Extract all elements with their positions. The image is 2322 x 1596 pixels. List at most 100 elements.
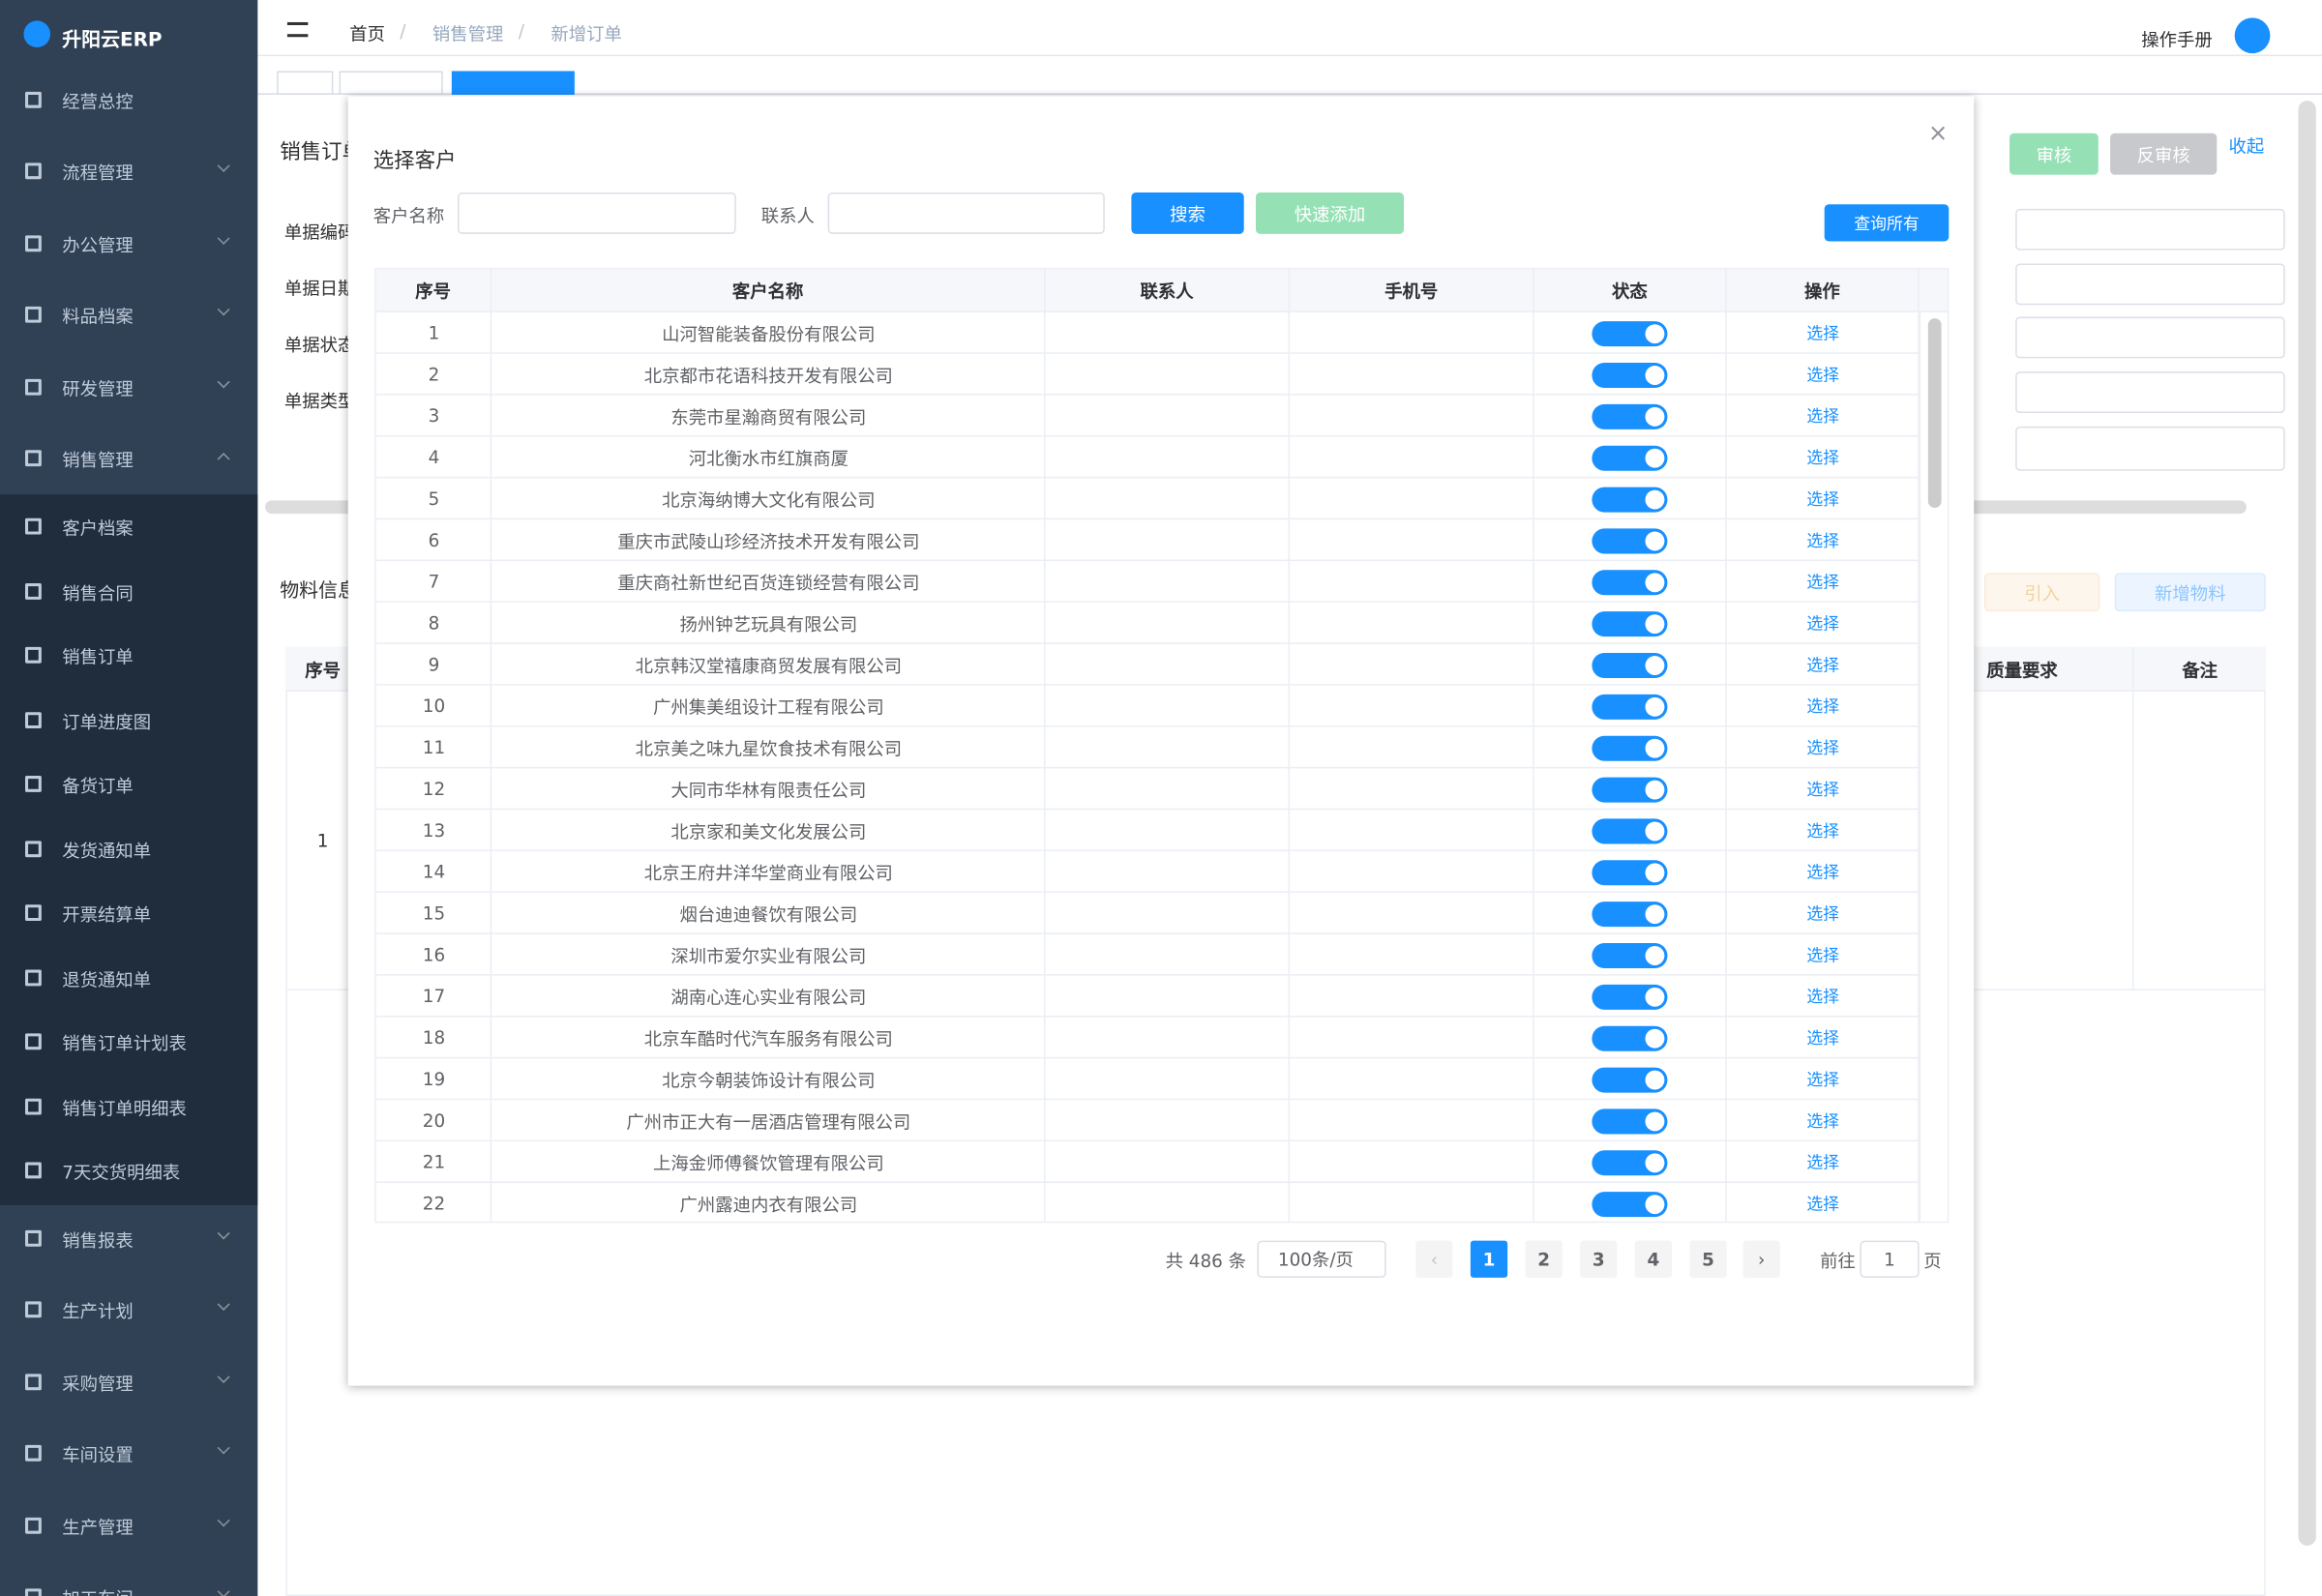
prev-btn[interactable]: ‹ — [1415, 1240, 1453, 1278]
menu-item[interactable]: 办公管理 — [0, 215, 257, 274]
menu-item[interactable]: 经营总控 — [0, 71, 257, 130]
hamburger[interactable] — [286, 21, 309, 38]
select-link[interactable]: 选择 — [1806, 531, 1840, 551]
manual-link[interactable]: 操作手册 — [2141, 29, 2213, 51]
select-link[interactable]: 选择 — [1806, 366, 1840, 385]
status-switch[interactable] — [1592, 818, 1668, 844]
status-switch[interactable] — [1592, 445, 1668, 471]
form-input[interactable] — [2015, 316, 2285, 359]
page-btn[interactable]: 5 — [1689, 1240, 1727, 1278]
collapse-link[interactable]: 收起 — [2228, 135, 2265, 158]
menu-item[interactable]: 生产管理 — [0, 1496, 257, 1555]
query-all-btn[interactable]: 查询所有 — [1824, 204, 1950, 242]
submenu-item[interactable]: 发货通知单 — [0, 819, 257, 878]
form-input[interactable] — [2015, 208, 2285, 251]
select-link[interactable]: 选择 — [1806, 1153, 1840, 1173]
page-btn[interactable]: 2 — [1525, 1240, 1563, 1278]
submenu-item[interactable]: 客户档案 — [0, 497, 257, 556]
select-link[interactable]: 选择 — [1806, 1111, 1840, 1132]
status-switch[interactable] — [1592, 570, 1668, 596]
select-link[interactable]: 选择 — [1806, 406, 1840, 427]
add-material-btn[interactable]: 新增物料 — [2114, 573, 2266, 612]
breadcrumb-item[interactable]: 首页 — [349, 23, 385, 44]
select-link[interactable]: 选择 — [1806, 1070, 1840, 1090]
status-switch[interactable] — [1592, 528, 1668, 554]
status-switch[interactable] — [1592, 901, 1668, 928]
table-cell — [1046, 685, 1291, 727]
menu-item[interactable]: 销售管理 — [0, 429, 257, 488]
submenu-item[interactable]: 销售合同 — [0, 562, 257, 621]
menu-item[interactable]: 采购管理 — [0, 1353, 257, 1412]
table-cell — [1290, 1141, 1534, 1183]
form-input[interactable] — [2015, 426, 2285, 471]
select-link[interactable]: 选择 — [1806, 821, 1840, 842]
select-link[interactable]: 选择 — [1806, 946, 1840, 965]
status-switch[interactable] — [1592, 652, 1668, 679]
select-link[interactable]: 选择 — [1806, 1195, 1840, 1215]
submenu-item[interactable]: 7天交货明细表 — [0, 1141, 257, 1200]
table-row: 21 上海金师傅餐饮管理有限公司 选择 — [375, 1141, 1920, 1183]
select-link[interactable]: 选择 — [1806, 738, 1840, 758]
status-switch[interactable] — [1592, 1192, 1668, 1218]
quick-add-btn[interactable]: 快速添加 — [1255, 192, 1405, 234]
submenu-item[interactable]: 开票结算单 — [0, 884, 257, 943]
menu-item[interactable]: 加工车间 — [0, 1568, 257, 1596]
select-link[interactable]: 选择 — [1806, 904, 1840, 925]
status-switch[interactable] — [1592, 487, 1668, 513]
page-btn[interactable]: 1 — [1470, 1240, 1508, 1278]
unapprove-btn[interactable]: 反审核 — [2110, 133, 2218, 175]
status-switch[interactable] — [1592, 1150, 1668, 1176]
status-switch[interactable] — [1592, 860, 1668, 886]
goto-input[interactable]: 1 — [1860, 1240, 1920, 1278]
menu-arrow — [217, 303, 230, 316]
select-link[interactable]: 选择 — [1806, 696, 1840, 717]
form-input[interactable] — [2015, 263, 2285, 306]
menu-item[interactable]: 车间设置 — [0, 1425, 257, 1484]
status-switch[interactable] — [1592, 362, 1668, 389]
status-switch[interactable] — [1592, 942, 1668, 969]
status-switch[interactable] — [1592, 321, 1668, 347]
select-link[interactable]: 选择 — [1806, 987, 1840, 1007]
select-link[interactable]: 选择 — [1806, 448, 1840, 468]
status-switch[interactable] — [1592, 984, 1668, 1010]
menu-item[interactable]: 研发管理 — [0, 358, 257, 417]
approve-btn[interactable]: 审核 — [2009, 133, 2099, 175]
status-switch[interactable] — [1592, 735, 1668, 761]
menu-item[interactable]: 流程管理 — [0, 143, 257, 202]
select-link[interactable]: 选择 — [1806, 324, 1840, 344]
status-switch[interactable] — [1592, 777, 1668, 803]
submenu-item[interactable]: 退货通知单 — [0, 948, 257, 1007]
status-switch[interactable] — [1592, 611, 1668, 637]
select-link[interactable]: 选择 — [1806, 489, 1840, 510]
select-link[interactable]: 选择 — [1806, 656, 1840, 675]
next-btn[interactable]: › — [1742, 1240, 1780, 1278]
status-switch[interactable] — [1592, 403, 1668, 429]
page-size-select[interactable]: 100条/页 — [1257, 1240, 1386, 1278]
modal-close[interactable]: × — [1927, 118, 1949, 147]
text-input[interactable] — [457, 192, 736, 234]
select-link[interactable]: 选择 — [1806, 780, 1840, 800]
select-link[interactable]: 选择 — [1806, 614, 1840, 635]
submenu-item[interactable]: 销售订单 — [0, 626, 257, 685]
submenu-item[interactable]: 销售订单明细表 — [0, 1078, 257, 1137]
select-link[interactable]: 选择 — [1806, 573, 1840, 593]
status-switch[interactable] — [1592, 1025, 1668, 1051]
status-switch[interactable] — [1592, 694, 1668, 720]
select-link[interactable]: 选择 — [1806, 1028, 1840, 1049]
page-btn[interactable]: 4 — [1634, 1240, 1673, 1278]
form-input[interactable] — [2015, 371, 2285, 414]
status-switch[interactable] — [1592, 1067, 1668, 1093]
menu-item[interactable]: 生产计划 — [0, 1282, 257, 1341]
import-btn[interactable]: 引入 — [1984, 573, 2100, 612]
submenu-item[interactable]: 销售订单计划表 — [0, 1013, 257, 1072]
status-switch[interactable] — [1592, 1108, 1668, 1135]
text-input[interactable] — [827, 192, 1105, 234]
menu-item[interactable]: 料品档案 — [0, 286, 257, 345]
select-link[interactable]: 选择 — [1806, 863, 1840, 883]
avatar[interactable] — [2234, 17, 2271, 54]
page-btn[interactable]: 3 — [1580, 1240, 1618, 1278]
submenu-item[interactable]: 订单进度图 — [0, 691, 257, 750]
submenu-item[interactable]: 备货订单 — [0, 755, 257, 814]
search-btn[interactable]: 搜索 — [1131, 192, 1244, 234]
menu-item[interactable]: 销售报表 — [0, 1210, 257, 1269]
